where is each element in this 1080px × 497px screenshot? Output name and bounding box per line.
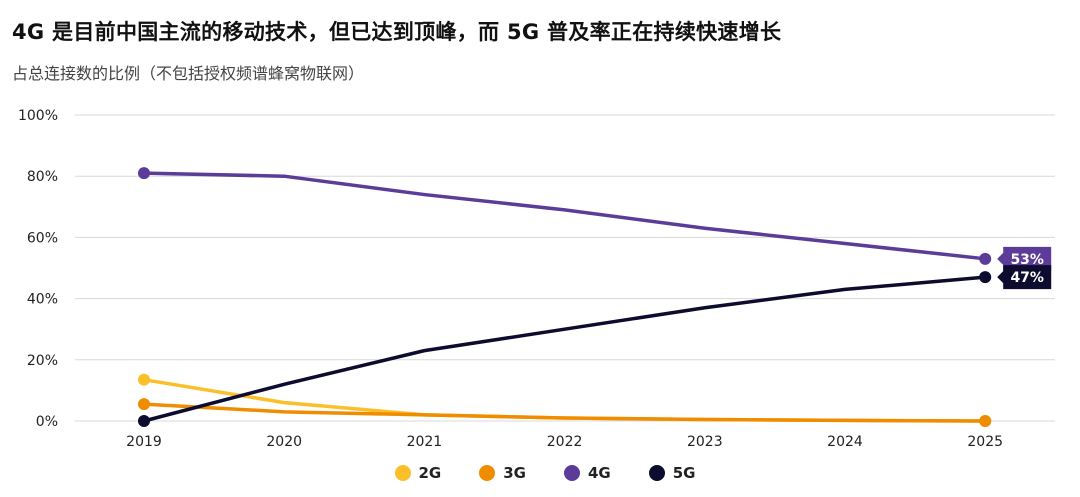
end-label-badge <box>997 246 1052 271</box>
y-tick-label: 0% <box>36 414 58 430</box>
x-tick-label: 2021 <box>407 434 443 450</box>
data-point-3G <box>138 398 150 411</box>
legend: 2G 3G 4G 5G <box>0 464 1080 482</box>
legend-label: 2G <box>418 464 442 482</box>
legend-label: 4G <box>588 464 611 482</box>
chart-title: 4G 是目前中国主流的移动技术，但已达到顶峰，而 5G 普及率正在持续快速增长 <box>12 20 782 44</box>
series-line-4G <box>143 171 986 261</box>
y-tick-label: 20% <box>27 353 58 369</box>
data-point-3G <box>979 415 992 427</box>
x-tick-label: 2025 <box>967 434 1003 450</box>
legend-swatch <box>648 465 665 481</box>
data-point-4G <box>138 167 150 180</box>
legend-item-4G: 4G <box>564 464 611 482</box>
x-tick-label: 2023 <box>687 434 723 450</box>
series-line-5G <box>143 275 986 423</box>
legend-swatch <box>479 465 496 481</box>
legend-swatch <box>394 465 411 481</box>
legend-item-2G: 2G <box>394 464 442 482</box>
legend-swatch <box>564 465 580 481</box>
legend-item-5G: 5G <box>648 464 696 482</box>
chart-subtitle: 占总连接数的比例（不包括授权频谱蜂窝物联网） <box>12 64 365 83</box>
end-label-badge <box>997 265 1052 290</box>
y-tick-label: 60% <box>27 230 58 246</box>
legend-label: 3G <box>503 464 526 482</box>
data-point-5G <box>138 415 150 427</box>
x-tick-label: 2024 <box>827 434 863 450</box>
y-tick-label: 100% <box>18 108 58 124</box>
legend-label: 5G <box>672 464 696 482</box>
legend-item-3G: 3G <box>479 464 526 482</box>
data-point-4G <box>979 252 992 265</box>
end-label: 53% <box>1010 252 1044 268</box>
y-tick-label: 40% <box>27 292 58 308</box>
series-line-2G <box>143 377 986 423</box>
data-point-5G <box>979 271 992 284</box>
y-tick-label: 80% <box>27 169 58 185</box>
x-tick-label: 2019 <box>126 434 162 450</box>
end-label: 47% <box>1010 270 1044 286</box>
x-tick-label: 2022 <box>547 434 583 450</box>
series-line-3G <box>143 402 986 423</box>
x-tick-label: 2020 <box>266 434 302 450</box>
data-point-2G <box>138 373 150 386</box>
